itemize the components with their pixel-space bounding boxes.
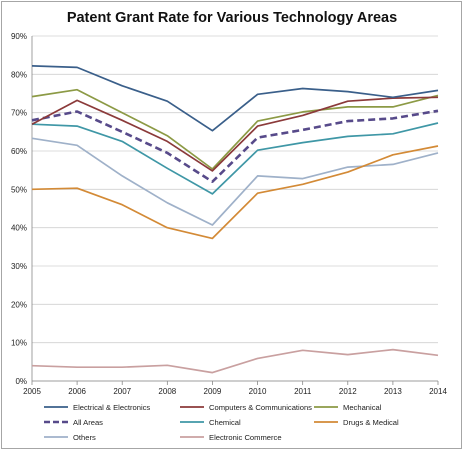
legend-label: Electrical & Electronics [73, 403, 150, 412]
y-tick-label: 30% [11, 262, 27, 271]
legend-label: Others [73, 433, 96, 442]
series-line-electrical-electronics [31, 65, 439, 132]
y-tick-label: 20% [11, 300, 27, 309]
series-line-others [31, 137, 439, 226]
series-line-drugs-medical [31, 145, 439, 240]
x-tick-label: 2008 [158, 387, 176, 396]
chart-title: Patent Grant Rate for Various Technology… [67, 10, 397, 26]
legend-label: Mechanical [343, 403, 382, 412]
y-tick-label: 10% [11, 339, 27, 348]
y-tick-label: 80% [11, 70, 27, 79]
y-tick-label: 90% [11, 32, 27, 41]
x-tick-label: 2009 [204, 387, 222, 396]
grid-lines [32, 35, 438, 382]
y-tick-label: 70% [11, 109, 27, 118]
x-tick-label: 2011 [294, 387, 312, 396]
legend-label: Chemical [209, 418, 241, 427]
x-tick-label: 2005 [23, 387, 41, 396]
x-tick-label: 2012 [339, 387, 357, 396]
legend-label: All Areas [73, 418, 103, 427]
y-tick-label: 60% [11, 147, 27, 156]
series-line-computers-communications [31, 96, 439, 172]
x-tick-label: 2014 [429, 387, 447, 396]
x-tick-label: 2010 [249, 387, 267, 396]
x-tick-label: 2007 [113, 387, 131, 396]
y-tick-label: 0% [15, 377, 27, 386]
series-line-chemical [31, 122, 439, 195]
y-tick-labels: 0% 10% 20% 30% 40% 50% 60% 70% 80% 90% [11, 32, 27, 386]
legend: Electrical & Electronics Computers & Comm… [44, 403, 399, 442]
series-line-mechanical [31, 88, 439, 170]
y-tick-label: 50% [11, 185, 27, 194]
legend-label: Drugs & Medical [343, 418, 399, 427]
x-tick-label: 2013 [384, 387, 402, 396]
series-lines [31, 65, 439, 374]
axes [31, 36, 439, 385]
series-line-electronic-commerce [31, 348, 439, 374]
y-tick-label: 40% [11, 224, 27, 233]
legend-label: Electronic Commerce [209, 433, 282, 442]
x-tick-label: 2006 [68, 387, 86, 396]
x-tick-labels: 2005 2006 2007 2008 2009 2010 2011 2012 2013 2014 [23, 387, 447, 396]
legend-label: Computers & Communications [209, 403, 312, 412]
series-line-all-areas [31, 109, 439, 183]
